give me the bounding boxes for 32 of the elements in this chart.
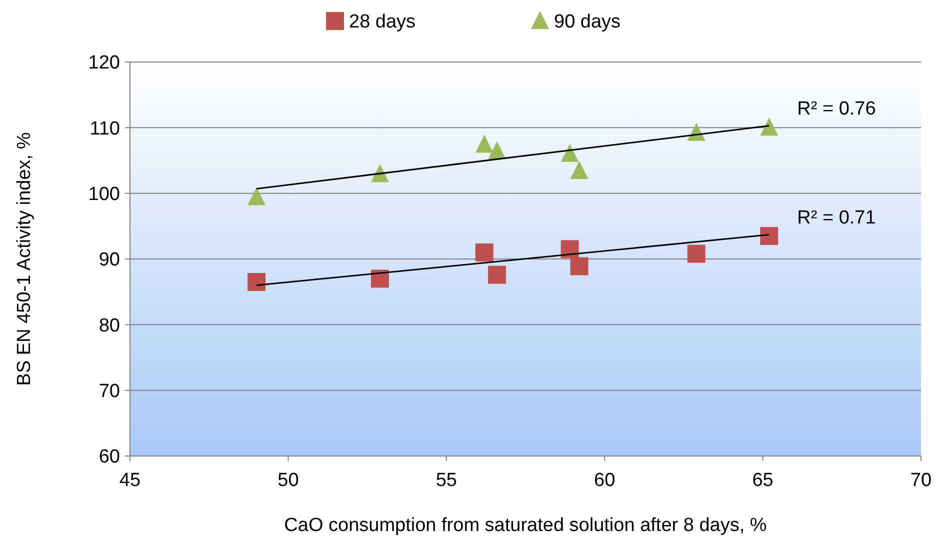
y-tick-label: 70	[98, 380, 120, 402]
x-tick-label: 70	[910, 470, 932, 491]
point	[570, 161, 588, 180]
point	[687, 244, 706, 263]
y-tick-label: 60	[98, 446, 120, 468]
x-tick-label: 60	[594, 470, 616, 491]
x-tick-label: 65	[752, 470, 774, 491]
point	[475, 134, 494, 153]
legend-label: 28 days	[349, 12, 416, 33]
point	[248, 272, 266, 291]
annotation: R² = 0.71	[797, 207, 876, 228]
point	[488, 266, 506, 284]
y-tick-label: 90	[98, 250, 120, 271]
x-axis-title: CaO consumption from saturated solution after 8 days, %	[284, 515, 767, 536]
point	[475, 243, 494, 262]
x-tick-label: 45	[119, 470, 141, 491]
y-tick-label: 80	[98, 315, 120, 336]
point	[370, 164, 389, 182]
point	[370, 270, 389, 288]
point	[560, 144, 579, 162]
point	[760, 118, 778, 136]
y-tick-label: 110	[90, 118, 120, 140]
point	[248, 187, 266, 206]
annotation: R² = 0.76	[797, 98, 876, 120]
point	[760, 227, 778, 246]
point	[570, 257, 588, 276]
x-tick-label: 55	[436, 470, 457, 491]
legend-label: 90 days	[554, 12, 621, 33]
y-tick-label: 100	[88, 184, 120, 205]
y-tick-label: 120	[88, 52, 120, 74]
x-tick-label: 50	[278, 470, 299, 491]
y-axis-title: BS EN 450-1 Activity index, %	[14, 132, 35, 386]
